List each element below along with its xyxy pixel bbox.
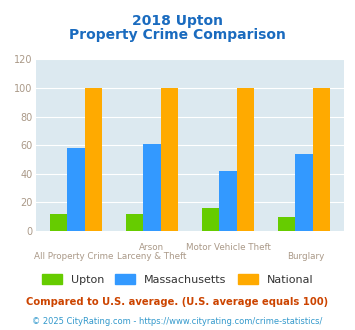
Text: All Property Crime: All Property Crime <box>34 252 114 261</box>
Text: Property Crime Comparison: Property Crime Comparison <box>69 28 286 42</box>
Bar <box>84 88 102 231</box>
Text: Burglary: Burglary <box>287 252 324 261</box>
Text: Larceny & Theft: Larceny & Theft <box>117 252 186 261</box>
Text: Arson: Arson <box>139 243 164 251</box>
Bar <box>160 88 178 231</box>
Text: Motor Vehicle Theft: Motor Vehicle Theft <box>186 243 271 251</box>
Bar <box>143 144 160 231</box>
Text: © 2025 CityRating.com - https://www.cityrating.com/crime-statistics/: © 2025 CityRating.com - https://www.city… <box>32 317 323 326</box>
Text: 2018 Upton: 2018 Upton <box>132 15 223 28</box>
Bar <box>237 88 254 231</box>
Bar <box>295 154 313 231</box>
Bar <box>126 214 143 231</box>
Bar <box>219 171 237 231</box>
Bar <box>50 214 67 231</box>
Text: Compared to U.S. average. (U.S. average equals 100): Compared to U.S. average. (U.S. average … <box>26 297 329 307</box>
Bar <box>202 208 219 231</box>
Bar <box>313 88 330 231</box>
Bar <box>67 148 84 231</box>
Bar <box>278 217 295 231</box>
Legend: Upton, Massachusetts, National: Upton, Massachusetts, National <box>37 270 318 289</box>
